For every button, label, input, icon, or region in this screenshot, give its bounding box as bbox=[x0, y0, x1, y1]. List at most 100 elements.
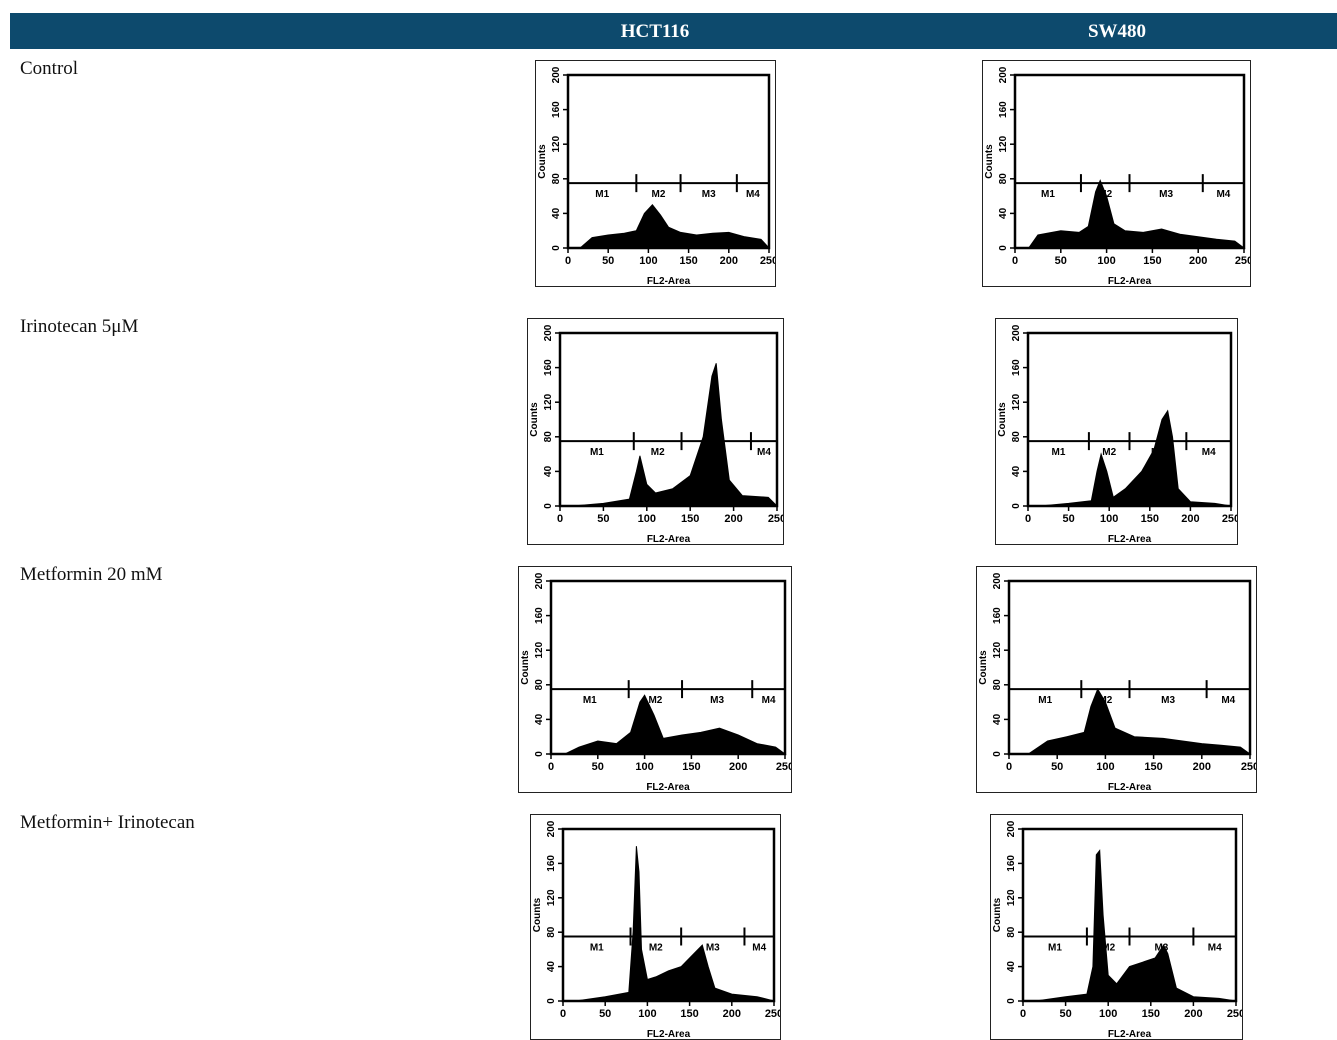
x-tick-label: 50 bbox=[1055, 255, 1067, 267]
x-tick-label: 50 bbox=[602, 255, 614, 267]
x-tick-label: 250 bbox=[768, 513, 783, 525]
marker-label-m1: M1 bbox=[583, 695, 597, 706]
x-tick-label: 100 bbox=[639, 255, 657, 267]
histogram-area bbox=[1026, 687, 1252, 755]
histogram-irinotecan-hct116: M1 M2 M3 M4 0 50 100 150 200 250 0 40 80 120 160 200 FL2… bbox=[527, 318, 784, 545]
x-tick-label: 150 bbox=[679, 255, 697, 267]
plot-frame bbox=[558, 331, 779, 508]
marker-label-m4: M4 bbox=[1221, 695, 1235, 706]
x-tick-label: 250 bbox=[1235, 255, 1250, 267]
x-tick-label: 150 bbox=[1142, 1008, 1160, 1020]
y-tick-label: 200 bbox=[543, 324, 554, 341]
x-tick-label: 50 bbox=[1051, 761, 1063, 773]
x-tick-label: 50 bbox=[597, 513, 609, 525]
x-tick-label: 50 bbox=[599, 1008, 611, 1020]
x-axis-title: FL2-Area bbox=[1108, 534, 1152, 544]
y-tick-label: 200 bbox=[998, 66, 1009, 83]
y-axis-title: Counts bbox=[520, 650, 531, 685]
x-axis-title: FL2-Area bbox=[646, 782, 690, 792]
x-tick-label: 0 bbox=[1012, 255, 1018, 267]
y-axis-title: Counts bbox=[997, 402, 1008, 437]
histogram-area bbox=[578, 204, 771, 249]
x-tick-label: 200 bbox=[720, 255, 738, 267]
histogram-irinotecan-sw480: M1 M2 M3 M4 0 50 100 150 200 250 0 40 80 120 160 200 FL2… bbox=[995, 318, 1238, 545]
x-tick-label: 250 bbox=[760, 255, 775, 267]
column-header-sw480: SW480 bbox=[1087, 21, 1147, 42]
histogram-area bbox=[575, 846, 775, 1002]
y-tick-label: 120 bbox=[534, 641, 545, 658]
x-tick-label: 100 bbox=[638, 1008, 656, 1020]
y-tick-label: 160 bbox=[1006, 855, 1017, 872]
marker-label-m4: M4 bbox=[746, 189, 760, 200]
y-tick-label: 40 bbox=[998, 207, 1009, 219]
y-tick-label: 200 bbox=[546, 820, 557, 837]
x-tick-label: 150 bbox=[681, 513, 699, 525]
row-label-combination: Metformin+ Irinotecan bbox=[20, 812, 195, 833]
marker-label-m4: M4 bbox=[1216, 189, 1230, 200]
x-tick-label: 200 bbox=[724, 513, 742, 525]
histogram-area bbox=[1027, 179, 1246, 249]
y-tick-label: 160 bbox=[998, 101, 1009, 118]
y-tick-label: 160 bbox=[546, 855, 557, 872]
y-tick-label: 80 bbox=[1006, 926, 1017, 938]
x-tick-label: 200 bbox=[1193, 761, 1211, 773]
x-tick-label: 0 bbox=[1025, 513, 1031, 525]
histogram-area bbox=[564, 694, 787, 755]
marker-label-m1: M1 bbox=[590, 447, 604, 458]
histogram-metformin-hct116: M1 M2 M3 M4 0 50 100 150 200 250 0 40 80 120 160 200 FL2… bbox=[518, 566, 792, 793]
y-axis-title: Counts bbox=[529, 402, 540, 437]
marker-label-m1: M1 bbox=[1038, 695, 1052, 706]
marker-label-m4: M4 bbox=[1208, 943, 1222, 954]
marker-label-m1: M1 bbox=[595, 189, 609, 200]
x-tick-label: 200 bbox=[1184, 1008, 1202, 1020]
x-tick-label: 200 bbox=[729, 761, 747, 773]
marker-label-m3: M3 bbox=[710, 695, 724, 706]
x-tick-label: 250 bbox=[765, 1008, 780, 1020]
marker-label-m1: M1 bbox=[1048, 943, 1062, 954]
marker-label-m4: M4 bbox=[1202, 447, 1216, 458]
x-tick-label: 250 bbox=[1241, 761, 1256, 773]
y-tick-label: 160 bbox=[992, 607, 1003, 624]
marker-label-m2: M2 bbox=[1098, 189, 1112, 200]
x-tick-label: 100 bbox=[635, 761, 653, 773]
y-tick-label: 0 bbox=[998, 245, 1009, 251]
y-tick-label: 200 bbox=[551, 66, 562, 83]
histogram-metformin-sw480: M1 M2 M3 M4 0 50 100 150 200 250 0 40 80 120 160 200 FL2… bbox=[976, 566, 1257, 793]
y-axis-title: Counts bbox=[984, 144, 995, 179]
y-axis-title: Counts bbox=[992, 897, 1003, 932]
histogram-combination-hct116: M1 M2 M3 M4 0 50 100 150 200 250 0 40 80 120 160 200 FL2… bbox=[530, 814, 781, 1040]
histogram-area bbox=[1035, 849, 1237, 1002]
histogram-area bbox=[572, 363, 779, 507]
x-tick-label: 150 bbox=[1144, 761, 1162, 773]
y-axis-title: Counts bbox=[978, 650, 989, 685]
histogram-svg: M1 M2 M3 M4 0 50 100 150 200 250 0 40 80 120 160 200 FL2… bbox=[997, 324, 1237, 544]
y-tick-label: 160 bbox=[1011, 359, 1022, 376]
marker-label-m2: M2 bbox=[1101, 943, 1115, 954]
x-tick-label: 50 bbox=[1062, 513, 1074, 525]
table-header: HCT116 SW480 bbox=[10, 13, 1337, 49]
histogram-combination-sw480: M1 M2 M3 M4 0 50 100 150 200 250 0 40 80 120 160 200 FL2… bbox=[990, 814, 1243, 1040]
x-axis-title: FL2-Area bbox=[647, 1029, 691, 1039]
x-tick-label: 250 bbox=[1222, 513, 1237, 525]
y-tick-label: 120 bbox=[546, 889, 557, 906]
marker-label-m4: M4 bbox=[757, 447, 771, 458]
y-axis-title: Counts bbox=[537, 144, 548, 179]
x-tick-label: 100 bbox=[638, 513, 656, 525]
x-tick-label: 200 bbox=[723, 1008, 741, 1020]
x-tick-label: 100 bbox=[1096, 761, 1114, 773]
y-tick-label: 120 bbox=[543, 393, 554, 410]
y-tick-label: 0 bbox=[992, 751, 1003, 757]
x-tick-label: 100 bbox=[1100, 513, 1118, 525]
x-tick-label: 150 bbox=[680, 1008, 698, 1020]
x-tick-label: 100 bbox=[1097, 255, 1115, 267]
histogram-svg: M1 M2 M3 M4 0 50 100 150 200 250 0 40 80 120 160 200 FL2… bbox=[529, 324, 783, 544]
marker-label-m2: M2 bbox=[648, 695, 662, 706]
row-label-metformin: Metformin 20 mM bbox=[20, 564, 163, 585]
marker-label-m2: M2 bbox=[1098, 695, 1112, 706]
histogram-area bbox=[1040, 409, 1232, 507]
marker-label-m3: M3 bbox=[1159, 189, 1173, 200]
x-tick-label: 250 bbox=[1227, 1008, 1242, 1020]
plot-frame bbox=[1007, 579, 1252, 756]
y-tick-label: 40 bbox=[543, 465, 554, 477]
x-axis-title: FL2-Area bbox=[1108, 276, 1152, 286]
